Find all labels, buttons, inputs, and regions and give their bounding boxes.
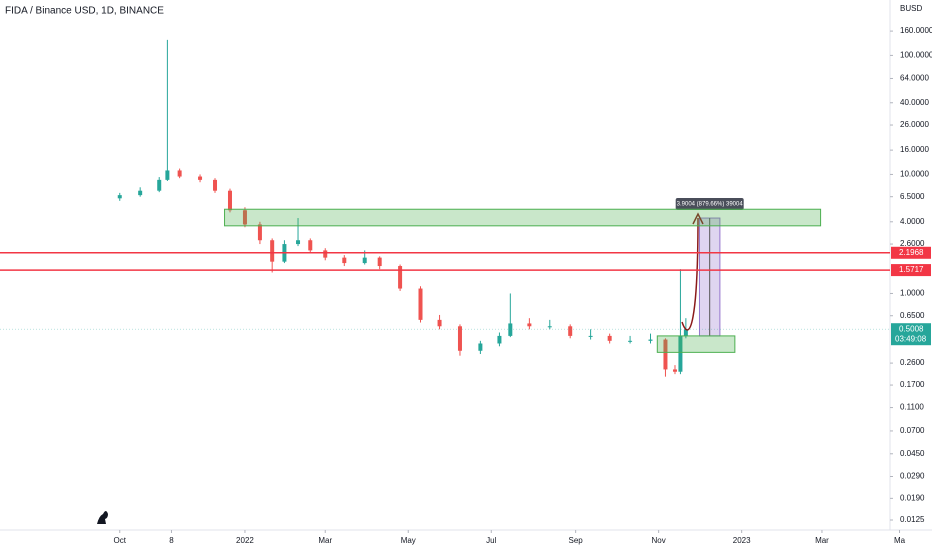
y-tick-label: 64.0000 bbox=[900, 74, 929, 83]
chart-title: FIDA / Binance USD, 1D, BINANCE bbox=[5, 6, 164, 17]
currency: BUSD bbox=[900, 4, 922, 13]
candle-body bbox=[457, 326, 462, 351]
candle-body bbox=[213, 179, 218, 191]
x-tick-label: Jul bbox=[486, 536, 496, 545]
candle-body bbox=[227, 190, 232, 211]
x-tick-label: 8 bbox=[169, 536, 174, 545]
y-tick-label: 0.0450 bbox=[900, 449, 925, 458]
candle-body bbox=[398, 266, 403, 289]
candle-body bbox=[242, 210, 247, 225]
price-label-bg bbox=[891, 246, 931, 259]
y-tick-label: 0.0290 bbox=[900, 472, 925, 481]
zone bbox=[656, 335, 736, 353]
y-tick-label: 10.0000 bbox=[900, 170, 929, 179]
candle-body bbox=[437, 319, 442, 327]
candle-body bbox=[117, 195, 122, 199]
candle-body bbox=[568, 326, 573, 336]
candle-body bbox=[362, 257, 367, 264]
candle-body bbox=[308, 240, 313, 251]
x-tick-label: Nov bbox=[652, 536, 666, 545]
candle-body bbox=[678, 335, 683, 372]
countdown: 03:49:08 bbox=[895, 334, 927, 343]
arrow-curve bbox=[681, 217, 699, 331]
y-tick-label: 1.0000 bbox=[900, 289, 925, 298]
candle-body bbox=[628, 340, 633, 342]
zone bbox=[224, 208, 822, 227]
y-tick-label: 0.6500 bbox=[900, 311, 925, 320]
measure-label-bg bbox=[675, 198, 744, 211]
y-tick-label: 0.0700 bbox=[900, 426, 925, 435]
candle-body bbox=[683, 329, 688, 336]
candle-body bbox=[198, 176, 203, 180]
x-tick-label: 2023 bbox=[733, 536, 751, 545]
y-tick-label: 0.1100 bbox=[900, 403, 924, 412]
y-tick-label: 40.0000 bbox=[900, 98, 929, 107]
x-tick-label: Sep bbox=[569, 536, 584, 545]
y-tick-label: 160.0000 bbox=[900, 26, 932, 35]
x-tick-label: Ma bbox=[894, 536, 906, 545]
candle-body bbox=[663, 339, 668, 370]
x-tick-label: May bbox=[401, 536, 416, 545]
candle-body bbox=[607, 335, 612, 341]
y-tick-label: 26.0000 bbox=[900, 120, 929, 129]
drawings bbox=[698, 217, 721, 337]
y-tick-label: 6.5000 bbox=[900, 192, 925, 201]
x-tick-label: 2022 bbox=[236, 536, 254, 545]
candle-body bbox=[588, 335, 593, 337]
y-tick-label: 0.2600 bbox=[900, 358, 925, 367]
last-price-label: 0.5008 bbox=[899, 324, 924, 333]
candle-body bbox=[138, 190, 143, 196]
candle-body bbox=[270, 240, 275, 262]
last-price-bg bbox=[891, 323, 931, 346]
arrow-head bbox=[692, 212, 704, 225]
price-label: 2.1968 bbox=[899, 248, 924, 257]
candle-body bbox=[323, 250, 328, 258]
candle-body bbox=[672, 369, 677, 372]
y-tick-label: 16.0000 bbox=[900, 145, 929, 154]
candle-body bbox=[157, 179, 162, 191]
candle-body bbox=[296, 240, 301, 245]
x-tick-label: Mar bbox=[318, 536, 332, 545]
y-tick-label: 2.6000 bbox=[900, 239, 925, 248]
measure-label: 3.9004 (879.66%) 39004 bbox=[677, 202, 744, 208]
candle-body bbox=[497, 335, 502, 344]
candle-body bbox=[377, 257, 382, 267]
y-tick-label: 4.0000 bbox=[900, 217, 925, 226]
candle-body bbox=[648, 339, 653, 341]
candle-body bbox=[527, 323, 532, 327]
candle-body bbox=[547, 326, 552, 328]
candle-body bbox=[508, 323, 513, 336]
y-tick-label: 0.0190 bbox=[900, 493, 925, 502]
candle-body bbox=[342, 257, 347, 264]
candle-body bbox=[418, 288, 423, 320]
y-tick-label: 100.0000 bbox=[900, 51, 932, 60]
candle-body bbox=[478, 343, 483, 351]
candle-body bbox=[177, 170, 182, 177]
y-tick-label: 0.0125 bbox=[900, 515, 925, 524]
candle-body bbox=[165, 170, 170, 180]
x-tick-label: Oct bbox=[114, 536, 127, 545]
candle-body bbox=[257, 224, 262, 241]
x-tick-label: Mar bbox=[815, 536, 829, 545]
overlay: 3.9004 (879.66%) 39004 2.1968 1.5717 0.5008… bbox=[0, 198, 931, 346]
logo bbox=[97, 511, 108, 524]
price-label-bg bbox=[891, 264, 931, 277]
y-tick-label: 0.1700 bbox=[900, 380, 925, 389]
price-label: 1.5717 bbox=[899, 265, 924, 274]
